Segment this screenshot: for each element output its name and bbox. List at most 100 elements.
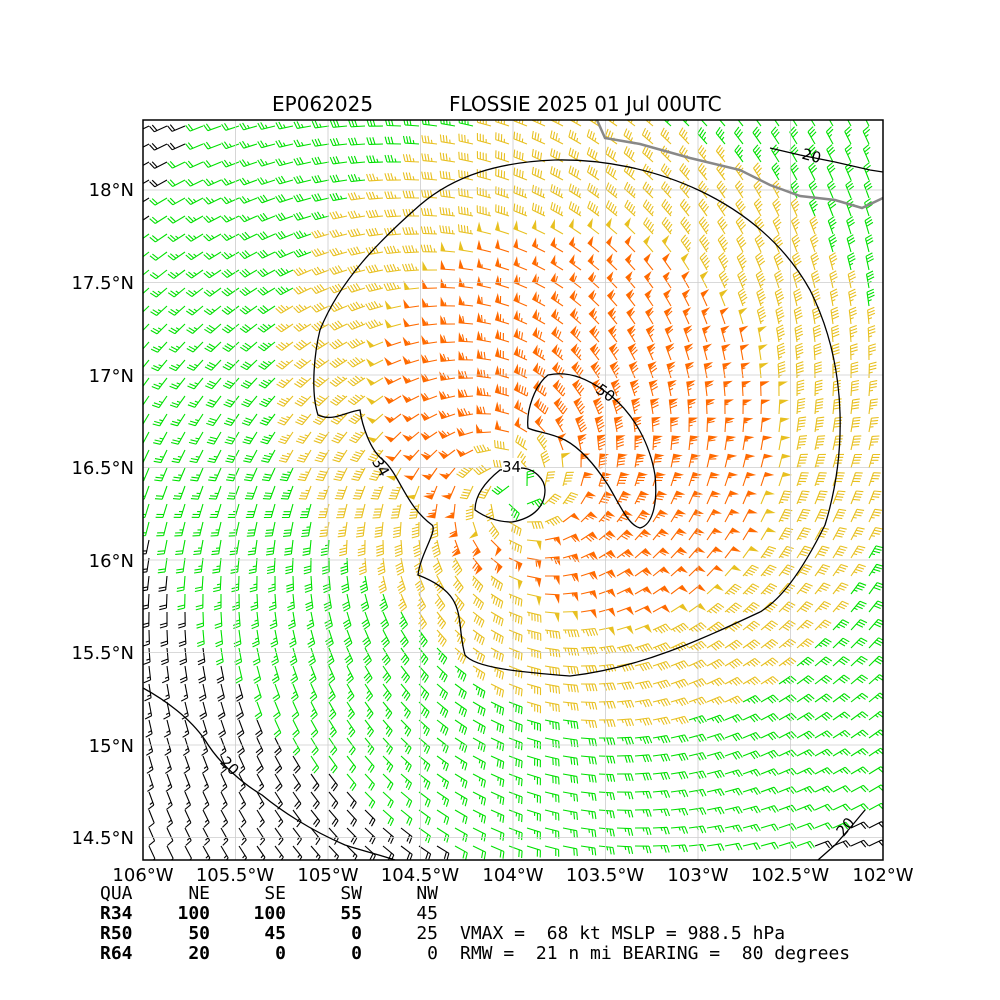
wind-barb	[149, 251, 168, 261]
wind-barb	[257, 323, 276, 333]
wind-barb	[275, 139, 294, 148]
table-cell: 45	[416, 903, 438, 924]
wind-barb	[634, 435, 645, 451]
wind-barb	[275, 212, 294, 222]
wind-barb	[253, 683, 262, 702]
wind-barb	[702, 343, 713, 361]
wind-barb	[347, 228, 366, 238]
wind-barb	[526, 557, 542, 570]
wind-barb	[868, 618, 883, 631]
wind-barb	[167, 269, 186, 279]
wind-barb	[544, 701, 560, 713]
wind-barb	[215, 629, 224, 648]
wind-barb	[221, 178, 240, 186]
wind-barb	[329, 192, 348, 202]
wind-barb	[865, 252, 874, 271]
wind-barb	[796, 619, 814, 631]
wind-barb	[526, 809, 541, 822]
wind-barb	[789, 126, 799, 145]
wind-barb	[400, 809, 413, 826]
table-cell: 100	[253, 903, 286, 924]
wind-barb	[156, 539, 168, 555]
wind-barb	[418, 755, 431, 772]
wind-barb	[221, 305, 240, 315]
wind-barb	[218, 719, 227, 738]
wind-barb	[688, 453, 701, 469]
wind-barb	[438, 410, 456, 420]
wind-barb	[456, 427, 474, 437]
wind-barb	[770, 126, 780, 145]
wind-barb	[616, 644, 635, 654]
wind-barb	[400, 683, 411, 702]
wind-barb	[458, 151, 474, 163]
wind-barb	[651, 416, 662, 433]
wind-barb	[208, 467, 222, 482]
storm-stats: VMAX = 68 kt MSLP = 988.5 hPa RMW = 21 n …	[460, 924, 850, 964]
wind-barb	[652, 604, 671, 613]
wind-barb	[508, 647, 523, 661]
wind-barb	[513, 345, 528, 361]
wind-barb	[737, 270, 748, 289]
wind-barb	[454, 719, 468, 735]
wind-barb	[598, 773, 616, 782]
wind-barb	[454, 791, 468, 807]
wind-barb	[290, 665, 299, 684]
wind-barb	[832, 748, 851, 757]
wind-barb	[544, 611, 560, 623]
wind-barb	[194, 557, 204, 574]
wind-barb	[257, 341, 276, 352]
wind-barb	[706, 453, 720, 469]
wind-barb	[490, 719, 505, 734]
wind-barb	[544, 471, 556, 487]
table-cell: 0	[351, 943, 362, 964]
wind-barb	[634, 827, 652, 836]
wind-barb	[182, 719, 190, 738]
wind-barb	[476, 385, 492, 397]
wind-barb	[616, 791, 634, 800]
wind-barb	[598, 607, 616, 617]
wind-barb	[616, 845, 634, 855]
wind-barb	[329, 174, 348, 183]
wind-barb	[778, 638, 797, 649]
wind-barb	[757, 325, 767, 343]
wind-barb	[670, 734, 689, 743]
wind-barb	[403, 467, 420, 481]
wind-barb	[544, 809, 560, 821]
wind-barb	[382, 773, 394, 791]
wind-barb	[143, 251, 150, 258]
wind-barb	[760, 805, 779, 813]
wind-barb	[626, 324, 636, 343]
wind-barb	[580, 646, 598, 655]
wind-barb	[202, 845, 211, 860]
wind-barb	[616, 755, 634, 763]
wind-barb	[562, 665, 580, 675]
wind-barb	[421, 467, 438, 481]
wind-barb	[550, 148, 564, 163]
wind-barb	[526, 791, 541, 804]
wind-barb	[400, 701, 411, 719]
wind-barb	[634, 680, 653, 690]
wind-barb	[814, 361, 823, 379]
wind-barb	[310, 809, 321, 828]
wind-barb	[514, 416, 528, 433]
wind-barb	[164, 737, 172, 756]
wind-barb	[814, 803, 833, 812]
wind-barb	[562, 701, 579, 711]
wind-barb	[760, 823, 779, 832]
wind-barb	[526, 469, 535, 487]
wind-barb	[809, 216, 819, 235]
wind-barb	[383, 282, 402, 292]
wind-barb	[531, 291, 546, 307]
wind-barb	[143, 539, 150, 555]
wind-barb	[346, 719, 356, 738]
wind-barb	[568, 183, 582, 199]
wind-barb	[280, 485, 294, 500]
stats-rmw-bearing: RMW = 21 n mi BEARING = 80 degrees	[460, 943, 851, 964]
wind-barb	[383, 263, 402, 273]
wind-barb	[494, 311, 510, 325]
wind-barb	[778, 527, 794, 541]
wind-barb	[796, 582, 813, 595]
wind-barb	[778, 435, 791, 451]
wind-barb	[229, 539, 240, 556]
wind-barb	[236, 701, 244, 720]
